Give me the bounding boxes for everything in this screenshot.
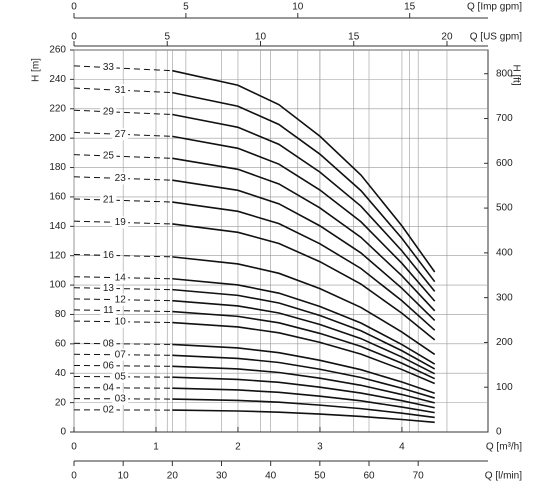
curve [172, 114, 434, 291]
x-tick-label: 15 [404, 2, 416, 13]
curve-label: 19 [115, 217, 127, 228]
curve-label: 31 [115, 85, 127, 96]
y-tick-label: 80 [55, 309, 67, 320]
x-tick-label: 0 [71, 2, 77, 13]
y-tick-label: 60 [55, 338, 67, 349]
x2-axis-label: Q [l/min] [485, 471, 522, 482]
y-tick-label: 20 [55, 397, 67, 408]
curve-label: 27 [115, 129, 127, 140]
curve-label: 07 [115, 349, 127, 360]
y-tick-label: 200 [49, 133, 66, 144]
x4-axis-label: Q [US gpm] [470, 32, 522, 43]
x-tick-label: 5 [183, 2, 189, 13]
curve [172, 93, 434, 282]
x-axis-label: Q [m³/h] [486, 442, 522, 453]
x-tick-label: 40 [265, 471, 277, 482]
y2-tick-label: 800 [496, 68, 513, 79]
curve-label: 14 [115, 272, 127, 283]
x-tick-label: 15 [348, 32, 360, 43]
curve-label: 16 [103, 250, 115, 261]
curve [172, 399, 434, 417]
curve [172, 180, 434, 320]
y-tick-label: 0 [60, 427, 66, 438]
y2-tick-label: 200 [496, 337, 513, 348]
curve-label: 04 [103, 382, 115, 393]
y2-tick-label: 100 [496, 382, 513, 393]
y-tick-label: 260 [49, 45, 66, 56]
curve-label: 13 [103, 283, 115, 294]
x-tick-label: 50 [314, 471, 326, 482]
curve-label: 02 [103, 405, 115, 416]
y2-tick-label: 700 [496, 113, 513, 124]
curve-label: 06 [103, 360, 115, 371]
y-tick-label: 160 [49, 192, 66, 203]
x-tick-label: 0 [71, 471, 77, 482]
x-tick-label: 10 [255, 32, 267, 43]
curve [172, 323, 434, 384]
x-tick-label: 70 [413, 471, 425, 482]
y-tick-label: 120 [49, 250, 66, 261]
curve-label: 25 [103, 151, 115, 162]
y-tick-label: 180 [49, 162, 66, 173]
curve-label: 08 [103, 338, 115, 349]
x-tick-label: 0 [71, 442, 77, 453]
x-tick-label: 4 [399, 442, 405, 453]
y2-tick-label: 400 [496, 248, 513, 259]
curve-label: 29 [103, 106, 115, 117]
x-tick-label: 20 [167, 471, 179, 482]
curve-label: 23 [115, 173, 127, 184]
y-tick-label: 240 [49, 74, 66, 85]
curve-label: 11 [103, 305, 114, 316]
x-tick-label: 20 [441, 32, 453, 43]
curve-label: 12 [115, 294, 127, 305]
y2-tick-label: 500 [496, 203, 513, 214]
curve-label: 21 [103, 195, 115, 206]
curve [172, 257, 434, 355]
x-tick-label: 0 [71, 32, 77, 43]
y-axis-label: H [m] [31, 58, 42, 82]
curve-label: 03 [115, 393, 127, 404]
x-tick-label: 5 [164, 32, 170, 43]
y2-tick-label: 600 [496, 158, 513, 169]
curve-label: 10 [115, 316, 127, 327]
x3-axis-label: Q [Imp gpm] [467, 2, 522, 13]
x-tick-label: 30 [216, 471, 228, 482]
x-tick-label: 2 [235, 442, 241, 453]
y2-tick-label: 0 [496, 427, 502, 438]
curve-label: 33 [103, 62, 115, 73]
x-tick-label: 10 [118, 471, 130, 482]
curve [172, 301, 434, 374]
curve [172, 279, 434, 364]
y-tick-label: 100 [49, 280, 66, 291]
y-tick-label: 220 [49, 103, 66, 114]
x-tick-label: 3 [317, 442, 323, 453]
curve-label: 05 [115, 371, 127, 382]
y-tick-label: 40 [55, 368, 67, 379]
y-tick-label: 140 [49, 221, 66, 232]
x-tick-label: 10 [292, 2, 304, 13]
curve [172, 158, 434, 311]
x-tick-label: 1 [153, 442, 159, 453]
y2-tick-label: 300 [496, 292, 513, 303]
x-tick-label: 60 [363, 471, 375, 482]
